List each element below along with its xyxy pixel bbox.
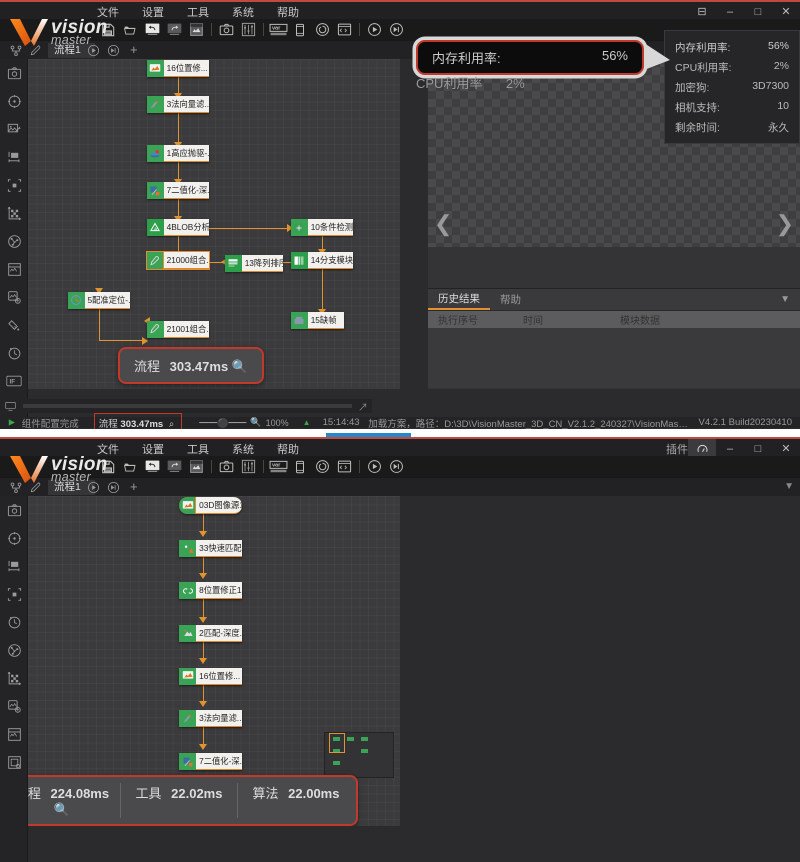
- svg-text:IF: IF: [9, 378, 15, 385]
- svg-text:master: master: [51, 33, 92, 47]
- svg-text:var: var: [271, 26, 280, 32]
- svg-text:master: master: [51, 470, 92, 484]
- svg-text:var: var: [271, 463, 280, 469]
